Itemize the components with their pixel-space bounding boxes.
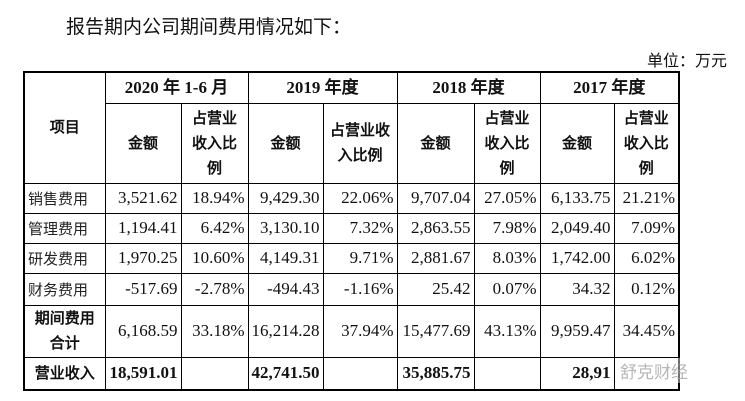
ratio-cell: 22.06%: [322, 182, 398, 214]
ratio-cell: 0.07%: [473, 272, 541, 306]
amount-cell: 35,885.75: [396, 356, 475, 391]
ratio-header: 占营业收入比例: [180, 102, 249, 184]
table-row: 研发费用 1,970.25 10.60% 4,149.31 9.71% 2,881.67 8…: [23, 242, 680, 274]
ratio-cell: 8.03%: [473, 242, 541, 274]
ratio-cell: 27.05%: [473, 182, 541, 214]
amount-header: 金额: [539, 102, 615, 184]
table-row: 财务费用 -517.69 -2.78% -494.43 -1.16% 25.42 0.07%…: [23, 272, 680, 306]
amount-header: 金额: [104, 102, 182, 184]
item-header: 项目: [23, 71, 106, 184]
amount-cell: 18,591.01: [104, 356, 182, 391]
row-label: 期间费用合计: [23, 304, 106, 358]
amount-cell: 4,149.31: [247, 242, 324, 274]
amount-cell: 2,863.55: [396, 212, 475, 244]
table-row: 期间费用合计 6,168.59 33.18% 16,214.28 37.94% 15,47…: [23, 304, 680, 358]
amount-cell: 28,91: [539, 356, 615, 391]
intro-text: 报告期内公司期间费用情况如下：: [66, 16, 352, 38]
table-row: 销售费用 3,521.62 18.94% 9,429.30 22.06% 9,707.04…: [23, 182, 680, 214]
ratio-cell: 6.42%: [180, 212, 249, 244]
amount-cell: -517.69: [104, 272, 182, 306]
watermark: 舒克财经: [620, 358, 688, 383]
ratio-cell: [322, 356, 398, 391]
ratio-cell: 0.12%: [613, 272, 680, 306]
amount-cell: 1,194.41: [104, 212, 182, 244]
table-row: 营业收入 18,591.01 42,741.50 35,885.75 28,91: [23, 356, 680, 391]
row-label: 财务费用: [23, 272, 106, 306]
amount-header: 金额: [396, 102, 475, 184]
amount-cell: 1,970.25: [104, 242, 182, 274]
ratio-cell: 10.60%: [180, 242, 249, 274]
amount-header: 金额: [247, 102, 324, 184]
ratio-cell: 33.18%: [180, 304, 249, 358]
amount-cell: 9,707.04: [396, 182, 475, 214]
amount-cell: 3,521.62: [104, 182, 182, 214]
ratio-cell: 6.02%: [613, 242, 680, 274]
amount-cell: 25.42: [396, 272, 475, 306]
amount-cell: 34.32: [539, 272, 615, 306]
ratio-cell: [613, 356, 680, 391]
amount-cell: 3,130.10: [247, 212, 324, 244]
row-label: 销售费用: [23, 182, 106, 214]
ratio-cell: 34.45%: [613, 304, 680, 358]
ratio-cell: [473, 356, 541, 391]
amount-cell: 1,742.00: [539, 242, 615, 274]
amount-cell: 42,741.50: [247, 356, 324, 391]
amount-cell: 6,133.75: [539, 182, 615, 214]
amount-cell: 15,477.69: [396, 304, 475, 358]
ratio-cell: [180, 356, 249, 391]
ratio-cell: -2.78%: [180, 272, 249, 306]
ratio-cell: 37.94%: [322, 304, 398, 358]
ratio-cell: 7.32%: [322, 212, 398, 244]
ratio-cell: 7.98%: [473, 212, 541, 244]
amount-cell: 6,168.59: [104, 304, 182, 358]
period-header: 2019 年度: [247, 71, 398, 104]
amount-cell: 2,881.67: [396, 242, 475, 274]
expense-table: 项目 2020 年 1-6 月 2019 年度 2018 年度 2017 年度 …: [23, 71, 680, 391]
amount-cell: 9,429.30: [247, 182, 324, 214]
ratio-header: 占营业收入比例: [322, 102, 398, 184]
ratio-cell: 43.13%: [473, 304, 541, 358]
amount-cell: 9,959.47: [539, 304, 615, 358]
ratio-header: 占营业收入比例: [473, 102, 541, 184]
table-row: 管理费用 1,194.41 6.42% 3,130.10 7.32% 2,863.55 7.…: [23, 212, 680, 244]
amount-cell: 2,049.40: [539, 212, 615, 244]
unit-label: 单位：万元: [646, 51, 727, 70]
amount-cell: 16,214.28: [247, 304, 324, 358]
ratio-header: 占营业收入比例: [613, 102, 680, 184]
ratio-cell: 9.71%: [322, 242, 398, 274]
row-label: 管理费用: [23, 212, 106, 244]
amount-cell: -494.43: [247, 272, 324, 306]
period-header: 2017 年度: [539, 71, 680, 104]
row-label: 研发费用: [23, 242, 106, 274]
period-header: 2020 年 1-6 月: [104, 71, 249, 104]
ratio-cell: 18.94%: [180, 182, 249, 214]
ratio-cell: -1.16%: [322, 272, 398, 306]
period-header: 2018 年度: [396, 71, 541, 104]
row-label: 营业收入: [23, 356, 106, 391]
ratio-cell: 7.09%: [613, 212, 680, 244]
ratio-cell: 21.21%: [613, 182, 680, 214]
